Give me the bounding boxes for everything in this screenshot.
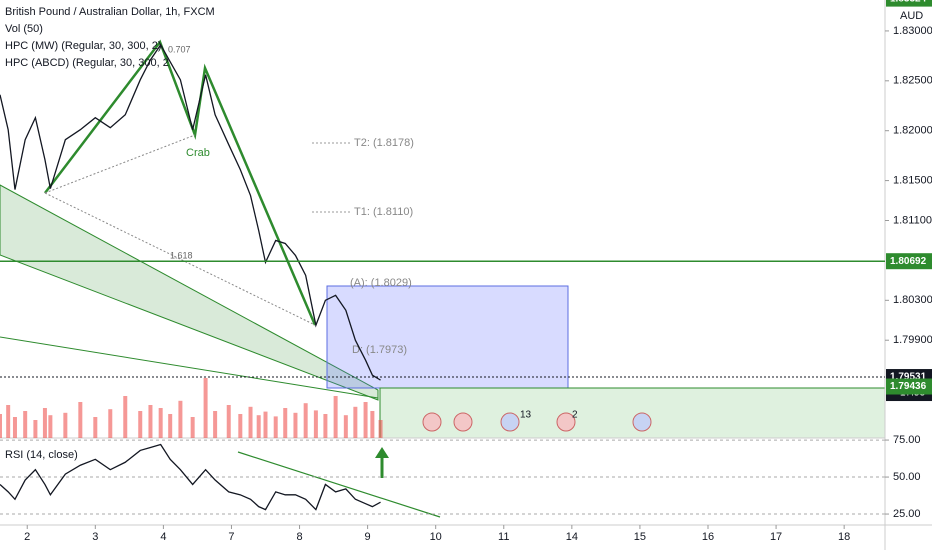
volume-bar [178,400,183,438]
volume-bar [123,396,128,438]
event-icon[interactable] [500,412,520,432]
volume-bar [248,406,253,438]
annotation: D: (1.7973) [352,344,407,356]
series-line [0,443,381,511]
volume-bar [12,417,17,438]
x-tick-label: 8 [296,531,302,543]
level-badge [886,378,932,395]
trend-line [0,336,379,399]
pattern-guide [44,134,196,194]
currency: AUD [900,10,923,22]
volume-bar [333,396,338,438]
x-tick-label: 3 [92,531,98,543]
volume-bar [42,408,47,438]
x-tick-label: 17 [770,531,782,543]
volume-bar [323,414,328,438]
level-badge [886,0,932,7]
event-icon[interactable] [422,412,442,432]
event-icon[interactable] [453,412,473,432]
volume-bar [138,411,143,438]
annotation: 0.707 [168,44,191,54]
y-tick-label: 1.81500 [893,174,932,186]
volume-bar [33,420,38,438]
level-label: 1.83324 [890,0,927,4]
volume-bar [263,411,268,438]
volume-bar [23,411,28,438]
volume-bar [273,416,278,438]
x-tick-label: 11 [498,531,509,543]
volume-bar [168,414,173,438]
volume-bar [108,409,113,438]
x-tick-label: 16 [702,531,714,543]
volume-bar [48,415,53,438]
x-tick-label: 15 [634,531,646,543]
volume-bar [363,402,368,438]
zone-box [379,387,886,439]
y-tick-label: 1.82500 [893,75,932,87]
event-icon[interactable] [556,412,576,432]
event-icon[interactable] [632,412,652,432]
volume-bar [378,420,383,438]
volume-bar [343,415,348,438]
volume-bar [238,414,243,438]
event-count: 2 [572,410,578,421]
volume-bar [256,415,261,438]
volume-bar [63,412,68,438]
volume-bar [293,412,298,438]
x-tick-label: 4 [160,531,166,543]
volume-bar [370,411,375,438]
x-tick-label: 9 [365,531,371,543]
event-count: 13 [520,410,532,421]
volume-bar [158,408,163,438]
channel-shade [0,184,379,401]
volume-bar [353,406,358,438]
y-tick-label: 75.00 [893,434,921,446]
y-tick-label: 1.81100 [893,214,932,226]
y-tick-label: 1.80300 [893,294,932,306]
indicator-label: Vol (50) [5,23,43,35]
y-tick-label: 1.79900 [893,334,932,346]
annotation: Crab [186,147,210,159]
volume-bar [93,417,98,438]
arrow-head [375,447,389,458]
x-tick-label: 7 [228,531,234,543]
y-tick-label: 25.00 [893,508,921,520]
annotation: T1: (1.8110) [354,206,413,218]
volume-bar [190,417,195,438]
indicator-label: HPC (ABCD) (Regular, 30, 300, 2 [5,57,169,69]
x-tick-label: 10 [430,531,442,543]
volume-bar [283,408,288,438]
y-tick-label: 50.00 [893,471,921,483]
x-tick-label: 2 [24,531,30,543]
volume-bar [78,402,83,438]
x-tick-label: 14 [566,531,578,543]
annotation: 1.618 [170,250,193,260]
volume-bar [0,414,2,438]
volume-bar [226,405,231,438]
chart-title: British Pound / Australian Dollar, 1h, F… [5,6,215,18]
volume-bar [303,403,308,438]
volume-bar [148,405,153,438]
level-badge [886,253,932,270]
level-label: 1.79531 [890,372,927,383]
annotation: T2: (1.8178) [354,137,414,149]
y-tick-label: 1.82000 [893,125,932,137]
x-tick-label: 18 [838,531,850,543]
volume-bar [313,410,318,438]
level-label: 1.80692 [890,256,927,267]
volume-bar [203,378,208,438]
indicator-label: HPC (MW) (Regular, 30, 300, 2) [5,40,162,52]
rsi-trend-line [237,451,441,518]
rsi-title: RSI (14, close) [5,449,78,461]
y-tick-label: 1.83000 [893,25,932,37]
volume-bar [6,405,11,438]
target-box [326,285,569,389]
series-line [0,43,381,381]
volume-bar [213,411,218,438]
level-label: 1.79436 [890,381,927,392]
annotation: (A): (1.8029) [350,277,412,289]
